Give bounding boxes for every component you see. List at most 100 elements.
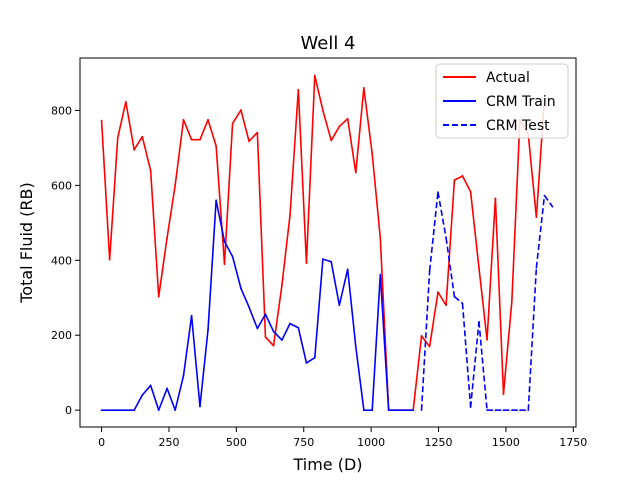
series-actual-point [494,197,497,200]
series-crm-train-segment [330,260,341,307]
series-crm-train-segment [338,268,349,307]
series-actual-point [182,119,185,121]
series-actual-segment [371,153,382,239]
series-actual-segment [215,145,226,265]
series-crm-train-point [264,313,267,316]
series-actual-point [338,125,341,128]
series-actual-segment [108,136,119,261]
x-tick-label: 0 [98,436,105,449]
series-crm-train-point [354,345,357,348]
series-crm-train-point [305,362,308,364]
series-crm-test-point [469,406,472,408]
series-crm-train-point [125,409,127,411]
series-crm-train-point [116,409,119,411]
series-crm-train-point [157,409,160,411]
series-crm-test-point [511,409,513,411]
series-crm-test-segment [420,270,431,411]
series-actual-segment [157,237,168,298]
series-crm-test-point [494,409,497,411]
series-actual-segment [346,117,357,174]
y-tick-label: 200 [51,329,72,342]
series-crm-test-segment [527,267,538,411]
series-actual-segment [478,266,488,341]
series-crm-test-point [428,269,431,272]
series-crm-test-segment [437,191,447,238]
series-crm-train-point [322,258,324,260]
series-crm-train-point [190,314,193,317]
series-crm-train-segment [289,322,300,329]
series-actual-point [371,153,374,155]
series-crm-train-point [182,374,185,377]
series-crm-train-point [313,356,316,359]
x-tick-label: 1000 [357,436,385,449]
series-crm-test-segment [453,296,464,304]
series-actual-segment [289,89,300,217]
y-tick-label: 600 [51,179,72,192]
series-actual-segment [486,197,497,341]
series-actual-segment [223,122,234,265]
series-actual-segment [453,175,464,181]
series-actual-point [297,89,300,91]
series-crm-train-point [199,405,201,408]
series-crm-train-point [404,409,406,411]
series-actual-point [166,237,168,239]
series-actual-point [461,175,464,177]
series-crm-test-point [453,295,456,298]
series-actual-point [240,109,242,111]
series-actual-point [116,136,119,139]
series-crm-train-segment [141,384,152,396]
series-crm-train-point [240,287,242,290]
x-tick-label: 1750 [559,436,587,449]
series-actual-segment [412,335,423,411]
series-crm-train-point [289,322,291,325]
series-actual-point [428,345,431,348]
series-actual-point [207,119,209,121]
series-actual-point [141,135,144,138]
series-crm-train-point [272,330,275,333]
y-axis: 0 200 400 600 800 [51,104,80,417]
series-crm-train-point [387,409,390,411]
series-actual-point [281,284,283,287]
series-actual-segment [133,135,144,151]
series-actual-point [157,295,160,298]
series-actual-segment [461,175,472,193]
series-actual-segment [256,131,267,338]
series-crm-train-segment [322,258,333,263]
series-actual-point [511,300,513,303]
series-actual-segment [527,134,538,219]
series-actual-point [248,140,250,142]
series-actual-segment [207,119,217,147]
series-actual-segment [297,89,308,264]
series-crm-test-point [420,409,423,411]
series-actual-point [199,138,201,141]
series-actual-point [264,336,267,338]
series-actual-segment [174,119,185,187]
series-crm-test-point [527,409,530,411]
series-actual-point [453,179,456,181]
series-actual-segment [469,190,480,269]
series-crm-train-segment [281,322,291,341]
series-crm-test-segment [428,192,439,271]
legend: Actual CRM Train CRM Test [435,63,569,139]
series-crm-train-segment [248,306,259,330]
series-crm-test-point [461,302,464,305]
series-actual [100,74,546,411]
series-crm-train-segment [199,328,209,408]
plot-frame [79,57,577,428]
series-actual-point [289,214,291,217]
series-actual-point [363,87,365,89]
series-actual-segment [511,119,521,303]
series-actual-point [215,145,217,147]
series-actual-point [313,74,316,77]
series-crm-train-segment [346,268,357,348]
series-actual-point [535,216,538,219]
series-actual-segment [272,284,283,347]
series-crm-train-segment [157,387,168,411]
series-crm-train-segment [190,314,201,408]
series-actual-point [502,393,505,395]
series-actual-segment [166,184,176,239]
series-actual-point [354,171,357,174]
series-crm-test-segment [543,195,554,208]
series-crm-train-segment [133,394,144,411]
